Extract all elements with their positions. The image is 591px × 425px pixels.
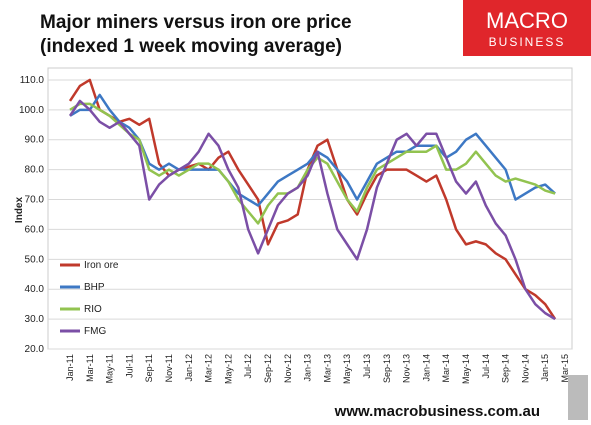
x-tick-label: Jul-11 [124, 354, 134, 378]
legend-label: Iron ore [84, 260, 119, 271]
x-tick-label: May-14 [461, 354, 471, 384]
legend-label: FMG [84, 326, 106, 337]
x-tick-label: Jul-14 [481, 354, 491, 379]
x-tick-label: Mar-11 [85, 354, 95, 382]
x-tick-label: Mar-13 [322, 354, 332, 383]
legend-label: BHP [84, 282, 105, 293]
logo-icon [568, 375, 588, 420]
x-tick-label: Jan-14 [421, 354, 431, 382]
x-tick-label: Jul-12 [243, 354, 253, 379]
y-tick-label: 70.0 [25, 195, 45, 206]
x-tick-label: Sep-12 [263, 354, 273, 383]
logo-text: BUSINESS [489, 35, 566, 49]
chart-title: Major miners versus iron ore price [40, 12, 352, 33]
logo-text: MACRO [486, 8, 568, 33]
x-tick-label: Mar-12 [204, 354, 214, 383]
y-tick-label: 90.0 [25, 135, 45, 146]
y-tick-label: 20.0 [25, 344, 45, 355]
y-tick-label: 110.0 [20, 75, 45, 86]
y-tick-label: 60.0 [25, 224, 45, 235]
x-tick-label: Jan-15 [540, 354, 550, 382]
footer: www.macrobusiness.com.au [334, 403, 540, 420]
x-tick-label: Jan-12 [184, 354, 194, 382]
series-line [68, 99, 556, 321]
y-axis-label: Index [14, 197, 25, 224]
x-tick-label: Nov-13 [402, 354, 412, 383]
x-tick-label: Mar-14 [441, 354, 451, 383]
x-tick-label: May-11 [105, 354, 115, 383]
y-tick-label: 100.0 [19, 105, 44, 116]
y-tick-label: 50.0 [25, 254, 45, 265]
x-tick-label: Mar-15 [560, 354, 570, 383]
x-tick-label: Jan-11 [65, 354, 75, 381]
y-tick-label: 40.0 [25, 284, 45, 295]
logo-box [463, 0, 591, 56]
x-tick-label: Jul-13 [362, 354, 372, 379]
x-tick-label: Nov-14 [520, 354, 530, 383]
legend-label: RIO [84, 304, 102, 315]
series-line [69, 93, 556, 207]
x-tick-label: Sep-13 [382, 354, 392, 383]
y-tick-label: 80.0 [25, 165, 45, 176]
x-tick-label: Nov-11 [164, 354, 174, 382]
x-tick-label: Sep-11 [144, 354, 154, 382]
y-tick-label: 30.0 [25, 314, 45, 325]
x-tick-label: May-12 [223, 354, 233, 384]
x-tick-label: May-13 [342, 354, 352, 384]
x-tick-label: Nov-12 [283, 354, 293, 383]
plot-area [47, 67, 573, 350]
x-tick-label: Sep-14 [501, 354, 511, 383]
x-tick-label: Jan-13 [303, 354, 313, 382]
chart-subtitle: (indexed 1 week moving average) [40, 36, 342, 57]
